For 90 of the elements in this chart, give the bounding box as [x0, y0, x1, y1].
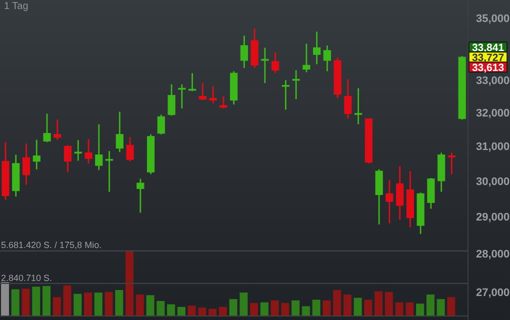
bar — [240, 292, 248, 316]
bar — [292, 300, 300, 316]
bar — [208, 308, 217, 316]
bar — [115, 290, 124, 316]
bar — [343, 294, 352, 316]
y-tick-label: 28,000 — [476, 248, 510, 261]
chart-title: 1 Tag — [4, 1, 28, 12]
candlestick — [54, 118, 62, 140]
bar — [281, 302, 290, 316]
bar — [84, 292, 92, 316]
bar — [250, 302, 258, 316]
bar — [218, 306, 227, 316]
candlestick — [64, 144, 72, 173]
bar — [188, 306, 196, 316]
candlestick — [448, 152, 456, 175]
candlestick — [22, 142, 30, 186]
bar — [156, 301, 165, 316]
bar — [229, 299, 238, 316]
candlestick — [116, 110, 124, 153]
candlestick — [272, 52, 280, 74]
bar — [374, 291, 383, 316]
bar — [436, 299, 445, 316]
bar — [1, 282, 9, 316]
bar — [302, 306, 310, 316]
ref-line-label: 5.681.420 S. / 175,8 Mio. — [1, 240, 102, 250]
bar — [198, 308, 206, 316]
candlestick — [375, 168, 383, 226]
bar — [74, 294, 82, 316]
text: 33,727 — [472, 52, 504, 64]
candlestick — [240, 34, 248, 69]
y-tick-label: 35,000 — [476, 12, 510, 25]
y-tick-label: 32,000 — [476, 108, 510, 120]
bar — [270, 300, 279, 316]
bar — [94, 292, 102, 316]
candlestick — [323, 44, 331, 72]
candlestick — [43, 112, 51, 143]
y-tick-label: 27,000 — [476, 287, 510, 300]
candlestick — [313, 30, 321, 65]
bar — [104, 292, 113, 316]
candlestick — [344, 78, 352, 120]
bar — [364, 300, 372, 316]
bar — [260, 302, 268, 316]
bar — [322, 300, 331, 316]
text: 33,613 — [472, 62, 504, 74]
bar — [312, 300, 320, 316]
bar — [22, 288, 30, 316]
candlestick — [84, 138, 92, 164]
y-tick-label: 29,000 — [476, 212, 510, 224]
y-tick-label: 33,000 — [476, 75, 510, 88]
y-tick-label: 30,000 — [476, 176, 510, 188]
bar — [136, 294, 144, 316]
candlestick — [261, 46, 269, 84]
candlestick — [95, 124, 103, 171]
bar — [416, 304, 424, 316]
candlestick — [136, 178, 144, 214]
bar — [42, 286, 51, 316]
candlestick — [302, 42, 310, 73]
text: 33,841 — [472, 42, 504, 54]
bar — [406, 302, 414, 316]
bar — [11, 289, 20, 316]
bar — [177, 306, 186, 316]
candlestick — [354, 87, 362, 125]
bar — [333, 290, 342, 316]
candlestick — [74, 139, 82, 162]
bar — [32, 286, 40, 316]
bar — [447, 297, 456, 316]
ref-line-label: 2.840.710 S. — [1, 272, 52, 283]
candlestick — [157, 114, 165, 136]
candlestick — [168, 84, 176, 116]
candlestick — [32, 139, 40, 170]
candlestick — [427, 177, 435, 210]
bar — [354, 298, 362, 316]
bar — [384, 292, 393, 316]
bar — [395, 302, 404, 316]
candlestick — [126, 136, 134, 162]
bar — [52, 297, 61, 316]
bar — [426, 294, 434, 316]
candlestick — [282, 79, 290, 110]
bar — [146, 295, 154, 316]
bar — [63, 285, 72, 316]
y-tick-label: 31,000 — [476, 141, 510, 154]
candlestick — [292, 70, 300, 100]
candlestick — [209, 86, 217, 104]
candlestick — [396, 165, 404, 220]
bar — [167, 304, 176, 316]
candlestick — [105, 150, 114, 193]
bar — [126, 250, 134, 316]
candlestick — [386, 179, 394, 224]
candlestick — [220, 96, 228, 110]
candlestick — [198, 82, 206, 101]
